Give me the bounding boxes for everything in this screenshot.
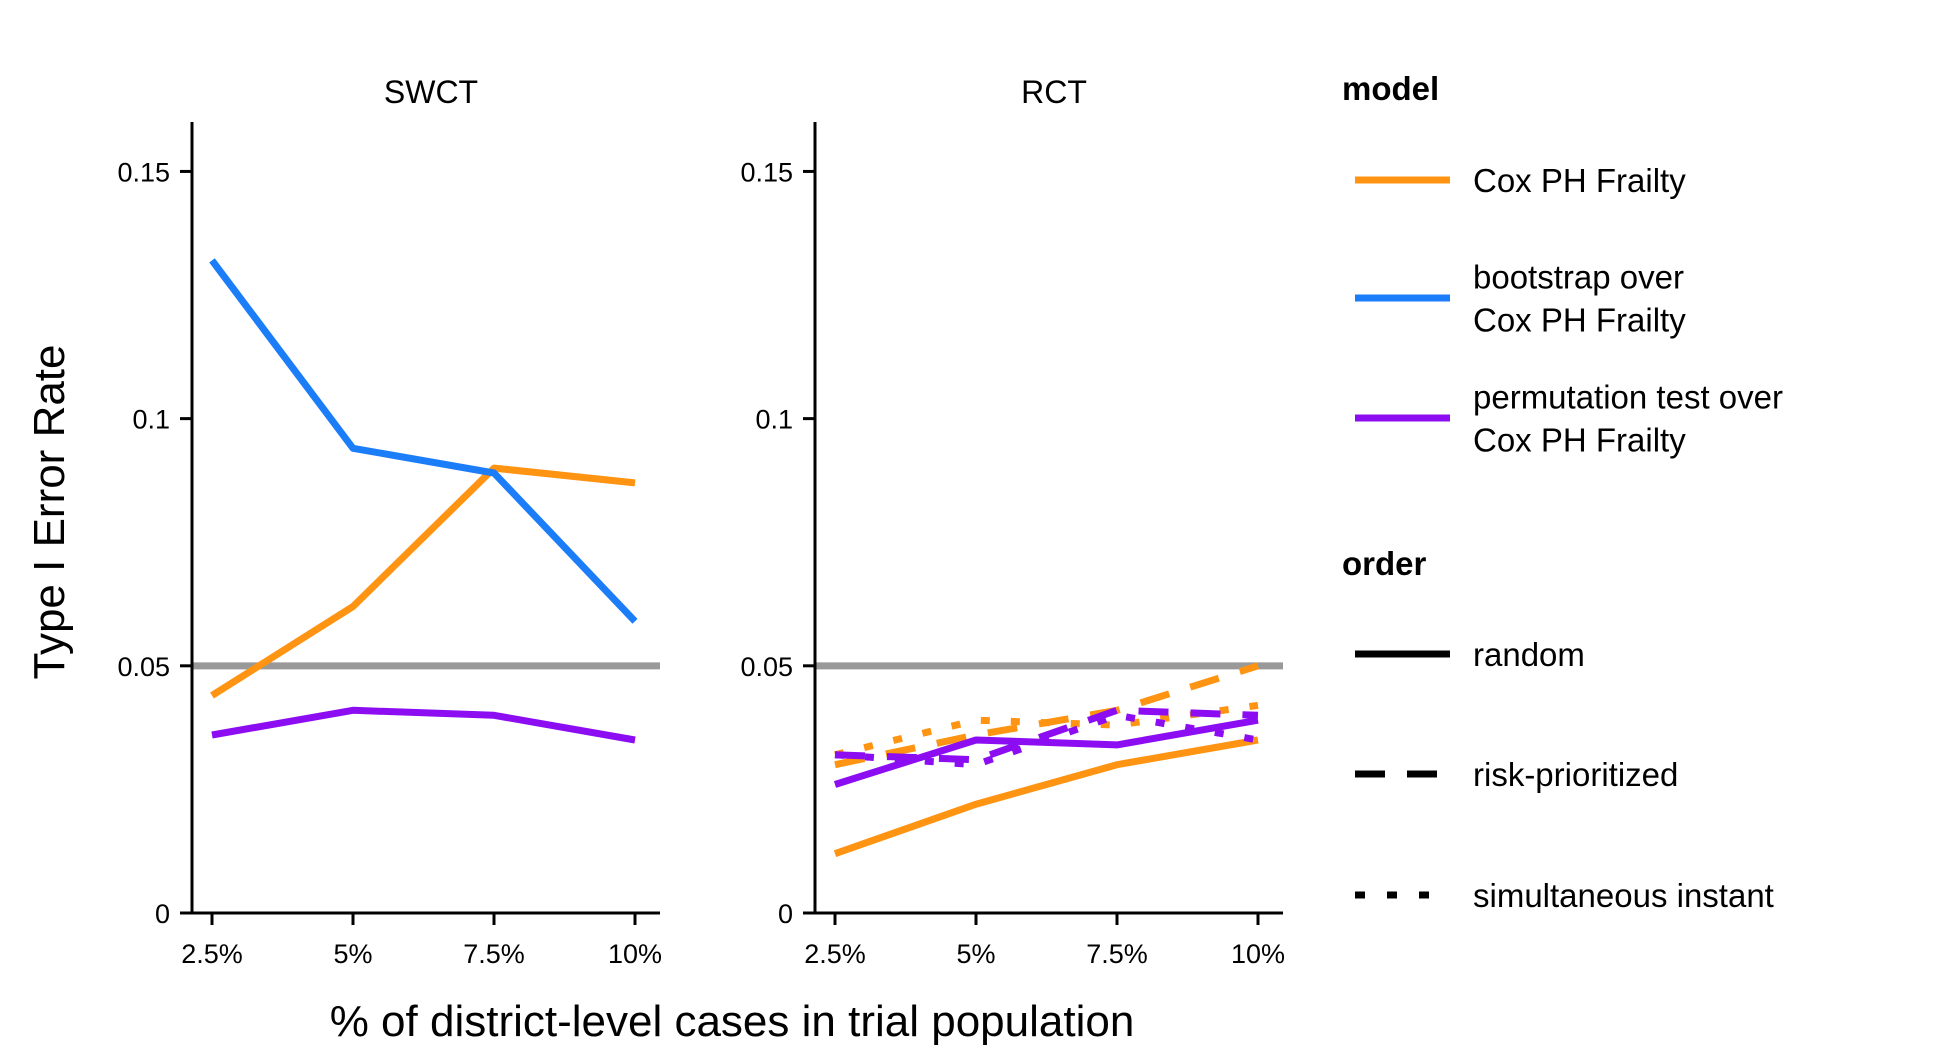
series-line-cox-ph-frailty-random <box>210 464 636 699</box>
legend-label: random <box>1473 636 1585 673</box>
x-tick-label: 10% <box>1231 939 1285 969</box>
x-axis-label: % of district-level cases in trial popul… <box>330 997 1135 1046</box>
legend-label: Cox PH Frailty <box>1473 422 1686 459</box>
y-tick-label: 0.1 <box>132 405 170 435</box>
y-tick-label: 0.15 <box>740 157 793 187</box>
y-axis-label: Type I Error Rate <box>25 344 74 679</box>
y-tick-label: 0 <box>155 899 170 929</box>
panel-rct: RCT 0 0.05 0.1 0.15 2.5% 5% 7.5% 10% <box>740 74 1285 969</box>
panel-swct: SWCT 0 0.05 0.1 0.15 2.5% 5% 7.5% 10% <box>117 74 662 969</box>
y-tick-label: 0.15 <box>117 157 170 187</box>
series-line-permutation-test-over-cox-ph-frailty-simultaneous-instant <box>834 711 1259 769</box>
series-line-bootstrap-over-cox-ph-frailty-random <box>209 258 638 624</box>
legend-title-model: model <box>1342 70 1439 107</box>
y-tick-label: 0 <box>778 899 793 929</box>
legend-title-order: order <box>1342 545 1427 582</box>
x-tick-label: 2.5% <box>181 939 243 969</box>
panel-title: RCT <box>1021 74 1087 110</box>
legend-label: permutation test over <box>1473 379 1783 416</box>
legend: model Cox PH Frailty bootstrap over Cox PH … <box>1342 70 1783 914</box>
series-line-permutation-test-over-cox-ph-frailty-random <box>211 706 636 744</box>
x-tick-label: 2.5% <box>804 939 866 969</box>
panel-title: SWCT <box>384 74 478 110</box>
y-tick-label: 0.05 <box>117 652 170 682</box>
x-tick-label: 5% <box>333 939 372 969</box>
legend-label: Cox PH Frailty <box>1473 162 1686 199</box>
x-tick-label: 5% <box>956 939 995 969</box>
x-tick-label: 10% <box>608 939 662 969</box>
legend-label: Cox PH Frailty <box>1473 302 1686 339</box>
legend-label: simultaneous instant <box>1473 877 1774 914</box>
legend-label: bootstrap over <box>1473 259 1684 296</box>
series-line-permutation-test-over-cox-ph-frailty-risk-prioritized <box>834 706 1259 764</box>
y-tick-label: 0.1 <box>755 405 793 435</box>
x-tick-label: 7.5% <box>463 939 525 969</box>
y-tick-label: 0.05 <box>740 652 793 682</box>
series-line-cox-ph-frailty-simultaneous-instant <box>834 701 1259 759</box>
series-line-cox-ph-frailty-random <box>833 736 1259 858</box>
legend-label: risk-prioritized <box>1473 756 1678 793</box>
x-tick-label: 7.5% <box>1086 939 1148 969</box>
